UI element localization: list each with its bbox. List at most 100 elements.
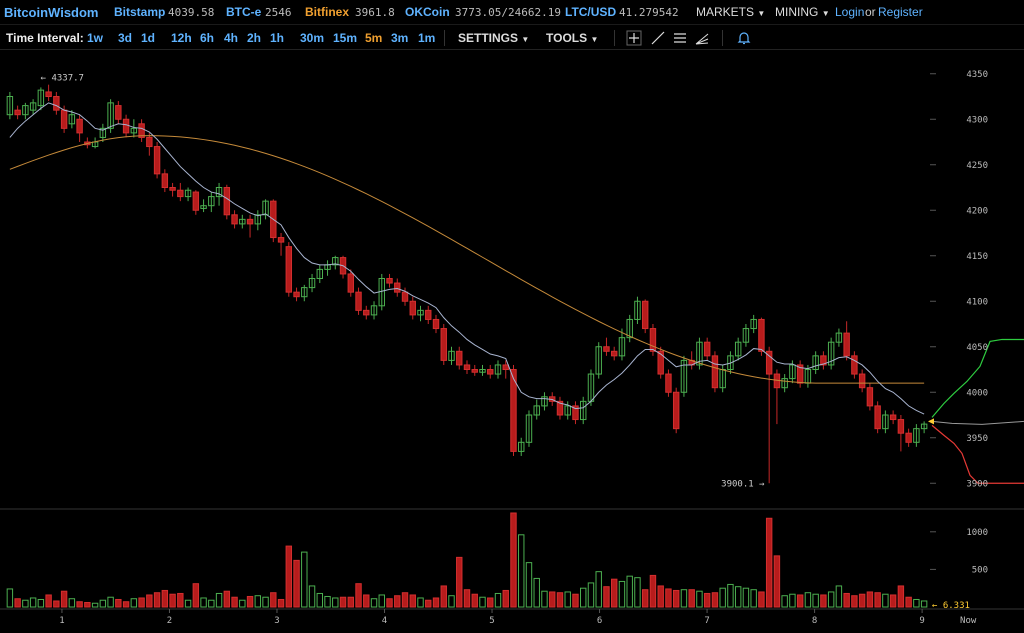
candle-body [572,405,579,421]
candle-body [843,332,850,357]
volume-bar [146,594,153,608]
candle-body [277,237,285,243]
volume-bar [672,589,680,608]
interval-3m[interactable]: 3m [391,31,409,45]
volume-bar [734,586,742,608]
settings-menu[interactable]: SETTINGS ▼ [458,31,529,45]
candle-body [634,300,641,320]
volume-bar [91,602,99,608]
volume-bar [169,593,176,608]
volume-bar [270,592,277,608]
candle-body [254,214,262,225]
crosshair-icon[interactable] [626,30,642,46]
volume-bar [177,592,184,608]
interval-2h[interactable]: 2h [247,31,262,45]
chart-axes: 4350 4300 4250 4200 4150 4100 4050 4000 3950 3900… [59,70,988,626]
volume-bar [479,596,486,608]
volume-bar [549,591,556,608]
interval-1h[interactable]: 1h [270,31,285,45]
register-link[interactable]: Register [878,5,923,19]
volume-bar [200,597,207,608]
exchange-okcoin-price: 3773.05/24662.19 [455,6,561,19]
interval-1m[interactable]: 1m [418,31,436,45]
interval-30m[interactable]: 30m [300,31,325,45]
or-text: or [865,5,876,19]
volume-bar [115,598,122,608]
exchange-ltcusd-link[interactable]: LTC/USD [565,5,617,19]
candle-body [711,355,719,389]
candle-body [370,305,378,316]
candle-body [789,364,796,380]
x-tick-label: 7 [704,616,709,626]
candle-body [107,102,114,129]
volume-bar [215,592,223,608]
volume-bar [308,585,316,608]
x-tick-label: 4 [382,616,387,626]
x-tick-label: 8 [812,616,817,626]
y-tick-label: 4150 [966,252,988,262]
mining-menu[interactable]: MINING ▼ [775,5,830,19]
candle-body [161,173,169,188]
volume-bar [471,593,478,608]
candle-body [672,391,680,430]
volume-bar [130,598,138,608]
candle-body [215,187,223,198]
volume-bar [905,596,912,608]
volume-bar [874,592,881,608]
toolbar-divider [722,30,723,46]
volume-bar [6,588,14,608]
exchange-bitstamp-link[interactable]: Bitstamp [114,5,166,19]
exchange-okcoin-link[interactable]: OKCoin [405,5,450,19]
volume-bar [618,580,626,608]
x-tick-label: 9 [919,616,924,626]
interval-4h[interactable]: 4h [224,31,239,45]
exchange-btce-link[interactable]: BTC-e [226,5,262,19]
candle-body [541,396,548,407]
candle-body [401,291,409,302]
candle-body [308,278,316,289]
price-chart[interactable]: 4350 4300 4250 4200 4150 4100 4050 4000 3950 3900… [0,51,1024,633]
tools-menu[interactable]: TOOLS ▼ [546,31,598,45]
alert-bell-icon[interactable] [736,30,752,46]
candle-body [239,218,246,225]
interval-15m[interactable]: 15m [333,31,358,45]
interval-6h[interactable]: 6h [200,31,215,45]
interval-1w[interactable]: 1w [87,31,104,45]
volume-bar [518,534,525,608]
volume-bar [37,598,45,608]
interval-5m[interactable]: 5m [365,31,383,45]
candle-body [580,400,587,421]
brand-logo[interactable]: BitcoinWisdom [4,5,99,20]
interval-3d[interactable]: 3d [118,31,133,45]
exchange-bitfinex-link[interactable]: Bitfinex [305,5,350,19]
candle-body [750,318,757,330]
volume-bar [332,597,339,608]
interval-12h[interactable]: 12h [171,31,192,45]
vol-tick-label: 500 [972,565,988,575]
candle-body [285,246,293,293]
ema-slow-line [9,135,925,384]
candle-body [556,400,564,416]
fan-icon[interactable] [694,30,710,46]
candle-body [920,423,928,430]
volume-bar [262,596,269,608]
volume-bar [184,599,192,608]
interval-1d[interactable]: 1d [141,31,156,45]
volume-bar [29,597,37,608]
login-link[interactable]: Login [835,5,865,19]
candle-body [14,109,21,116]
candle-body [332,257,339,266]
line-icon[interactable] [650,30,666,46]
ask-depth-line [931,338,1024,418]
volume-bar [487,597,494,608]
candle-body [564,405,571,416]
vol-tick-label: 1000 [966,528,988,538]
candle-body [153,146,161,175]
volume-bar [812,593,819,608]
current-volume-label: ← 6.331 [932,601,970,611]
volume-bar [153,592,161,608]
candle-body [60,109,68,129]
fib-lines-icon[interactable] [672,30,688,46]
markets-menu[interactable]: MARKETS ▼ [696,5,765,19]
volume-bar [239,599,246,608]
